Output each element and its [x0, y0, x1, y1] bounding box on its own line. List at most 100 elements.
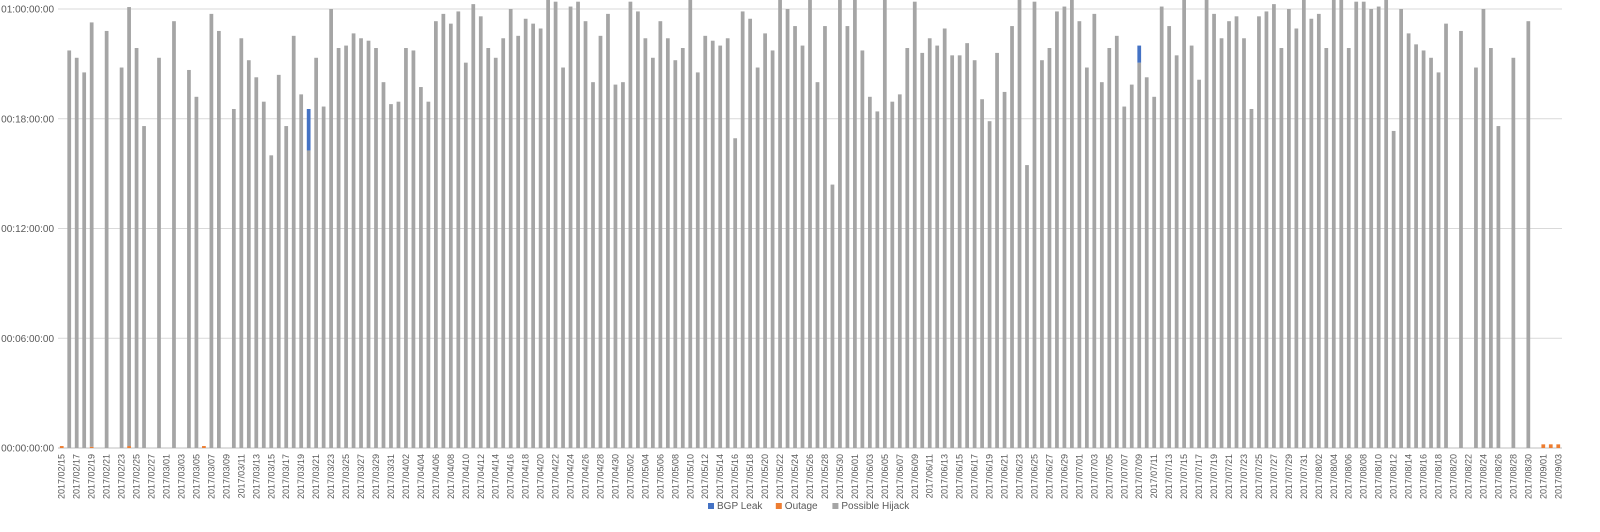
bar-stack [448, 23, 453, 449]
bar-possible-hijack [845, 26, 850, 448]
bar-stack [1429, 57, 1433, 449]
bar-possible-hijack [980, 99, 984, 448]
bar-possible-hijack [359, 38, 363, 449]
bar-possible-hijack [1361, 1, 1366, 449]
bar-stack [1548, 444, 1553, 448]
y-axis-tick-labels: 00:00:00:00 00:06:00:00 00:12:00:00 00:18:0… [1, 5, 54, 455]
bar-possible-hijack [434, 21, 438, 448]
bar-possible-hijack [1376, 6, 1381, 449]
x-tick-label: 2017/07/05 [1104, 454, 1114, 499]
bar-stack [172, 21, 176, 448]
bar-stack [67, 50, 72, 448]
legend-swatch [832, 503, 839, 509]
bar-stack [89, 22, 94, 448]
bar-stack [1032, 1, 1037, 449]
bar-possible-hijack [1406, 33, 1411, 449]
x-tick-label: 2017/02/25 [132, 454, 142, 499]
bar-stack [523, 18, 528, 449]
bar-outage [59, 446, 64, 448]
bar-possible-hijack [1010, 26, 1014, 448]
x-tick-label: 2017/03/11 [236, 454, 246, 498]
x-tick-label: 2017/03/03 [176, 454, 186, 499]
bar-stack [553, 1, 558, 449]
bar-possible-hijack [1197, 79, 1201, 448]
x-tick-label: 2017/07/19 [1209, 454, 1219, 499]
x-tick-label: 2017/05/18 [745, 454, 755, 499]
x-tick-label: 2017/07/15 [1179, 454, 1189, 499]
bar-stack [119, 67, 124, 449]
bar-possible-hijack [119, 67, 124, 449]
x-tick-label: 2017/04/14 [491, 454, 501, 499]
x-tick-label: 2017/08/28 [1508, 454, 1518, 499]
bar-stack [1294, 28, 1299, 449]
bar-stack [1174, 55, 1179, 448]
bar-possible-hijack [1249, 108, 1254, 448]
x-tick-label: 2017/07/09 [1134, 454, 1144, 499]
bar-possible-hijack [1017, 0, 1022, 448]
bar-stack [1152, 96, 1157, 449]
x-tick-label: 2017/08/04 [1329, 454, 1339, 499]
x-tick-label: 2017/02/15 [57, 454, 67, 499]
x-tick-label: 2017/02/23 [117, 454, 127, 499]
bar-stack [950, 55, 955, 448]
bar-stack [815, 82, 820, 449]
bar-possible-hijack [1055, 11, 1059, 448]
x-tick-label: 2017/05/04 [640, 454, 650, 499]
bar-possible-hijack [897, 94, 902, 448]
bar-stack [531, 23, 536, 449]
bar-possible-hijack [680, 48, 685, 449]
bar-possible-hijack [344, 45, 348, 448]
x-tick-label: 2017/06/11 [925, 454, 935, 498]
bar-possible-hijack [1436, 72, 1441, 449]
x-tick-label: 2017/03/01 [161, 454, 171, 499]
x-tick-label: 2017/06/23 [1015, 454, 1025, 499]
bar-stack [935, 45, 940, 448]
bar-outage [1556, 444, 1561, 448]
bar-stack [1496, 126, 1501, 449]
bar-possible-hijack [314, 57, 319, 449]
bar-possible-hijack [336, 48, 341, 449]
bar-stack [1137, 45, 1142, 449]
bar-possible-hijack [606, 13, 610, 449]
bar-stack [1556, 444, 1561, 448]
x-tick-label: 2017/05/02 [625, 454, 635, 499]
bar-possible-hijack [508, 9, 513, 448]
x-tick-label: 2017/06/21 [1000, 454, 1010, 499]
bar-stack [1361, 1, 1366, 449]
bar-stack [1197, 79, 1201, 448]
bar-stack [1025, 165, 1029, 449]
bar-possible-hijack [389, 104, 393, 448]
bar-possible-hijack [261, 101, 266, 448]
bar-possible-hijack [718, 45, 723, 448]
bar-stack [359, 38, 363, 449]
bar-stack [74, 57, 79, 449]
bar-stack [1331, 0, 1336, 448]
x-tick-label: 2017/05/06 [655, 454, 665, 499]
bar-possible-hijack [1257, 16, 1261, 449]
x-tick-label: 2017/06/15 [955, 454, 965, 499]
bar-stack [1002, 91, 1007, 448]
bar-stack [1406, 33, 1411, 449]
y-tick-label: 01:00:00:00 [1, 5, 54, 16]
bar-possible-hijack [486, 48, 491, 449]
x-tick-label: 2017/06/25 [1029, 454, 1039, 499]
x-tick-label: 2017/05/26 [805, 454, 815, 499]
bar-possible-hijack [493, 57, 498, 449]
bar-possible-hijack [546, 0, 550, 448]
bar-possible-hijack [1474, 67, 1478, 449]
bar-possible-hijack [1227, 21, 1231, 448]
bar-possible-hijack [673, 60, 678, 448]
bar-possible-hijack [950, 55, 955, 448]
bar-stack [1264, 11, 1269, 448]
bar-stack [1414, 44, 1418, 448]
bar-outage [1541, 444, 1546, 448]
bar-possible-hijack [1264, 11, 1269, 448]
bar-possible-hijack [890, 101, 895, 448]
bar-possible-hijack [1421, 50, 1426, 448]
bar-stack [276, 74, 281, 448]
bar-possible-hijack [882, 0, 887, 449]
bar-possible-hijack [965, 43, 970, 449]
bar-stack [299, 94, 304, 448]
bar-possible-hijack [1084, 67, 1089, 449]
bar-possible-hijack [1301, 0, 1306, 448]
